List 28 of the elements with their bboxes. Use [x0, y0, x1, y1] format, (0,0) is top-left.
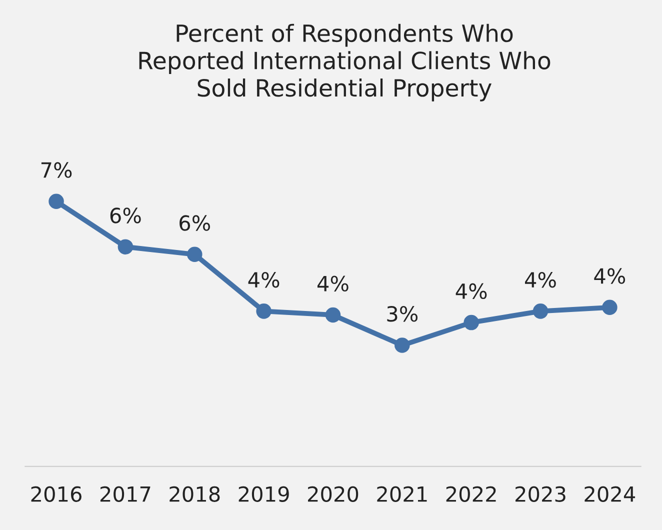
point	[186, 246, 202, 262]
x-tick-label: 2019	[238, 486, 289, 502]
chart-title: Percent of Respondents Who Reported International Clients Who Sold Residential Property	[139, 24, 550, 102]
data-label: 6%	[180, 215, 210, 231]
data-label: 4%	[456, 283, 487, 300]
point	[118, 239, 134, 254]
x-tick-label: 2022	[446, 486, 496, 502]
point	[256, 304, 272, 319]
x-tick-label: 2021	[377, 486, 427, 502]
x-tick-label: 2024	[584, 486, 636, 502]
x-tick-label: 2017	[100, 486, 150, 502]
data-label: 4%	[317, 276, 348, 292]
data-label: 7%	[41, 162, 72, 178]
x-tick-label: 2023	[516, 486, 566, 502]
x-tick-label: 2020	[308, 486, 358, 502]
point	[532, 304, 548, 319]
data-label: 4%	[594, 268, 626, 284]
point	[325, 307, 341, 323]
data-label: 6%	[110, 208, 141, 224]
data-label: 4%	[525, 272, 556, 288]
point	[602, 300, 618, 316]
point	[48, 194, 64, 210]
x-tick-label: 2018	[170, 486, 220, 502]
data-label: 3%	[387, 306, 418, 322]
x-tick-label: 2016	[31, 486, 82, 502]
data-label: 4%	[248, 272, 280, 288]
point	[394, 338, 410, 353]
point	[464, 314, 479, 330]
